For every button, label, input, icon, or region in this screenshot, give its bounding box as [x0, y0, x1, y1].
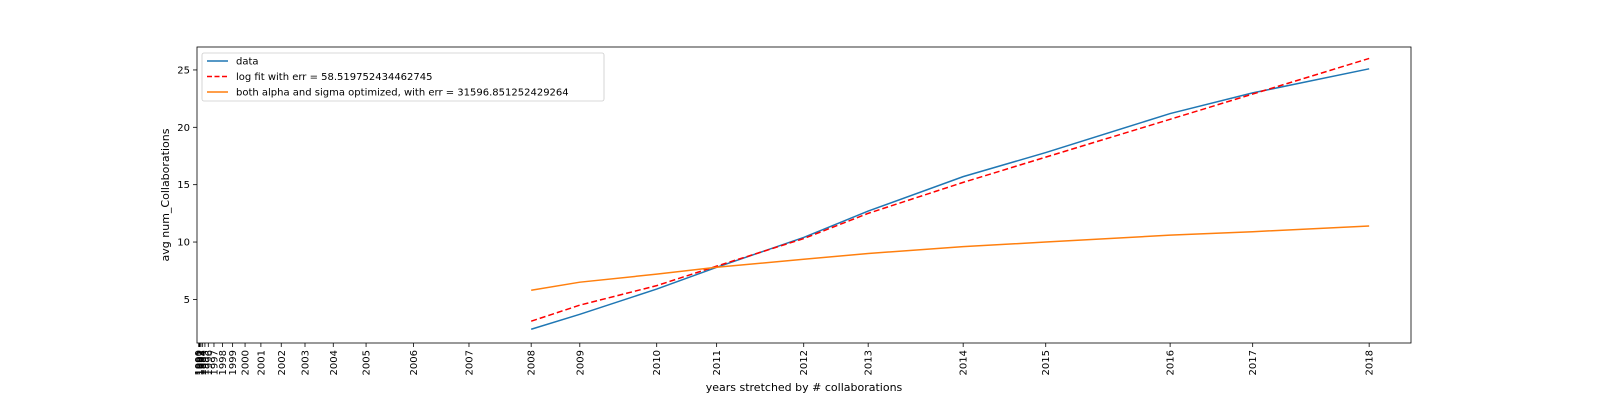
series-line-2 — [530, 57, 1370, 322]
x-tick-label: 2007 — [464, 350, 475, 375]
x-tick-label: 2004 — [329, 350, 340, 375]
y-tick-label: 25 — [177, 65, 190, 76]
y-tick-label: 15 — [177, 180, 190, 191]
x-tick-label: 2013 — [864, 350, 875, 375]
legend-entry-2: log fit with err = 58.519752434462745 — [236, 72, 433, 83]
x-tick-label: 2009 — [575, 350, 586, 375]
x-tick-label: 1991 — [195, 350, 206, 375]
x-tick-label: 1999 — [228, 350, 239, 375]
x-tick-label: 2015 — [1041, 350, 1052, 375]
x-tick-label: 2014 — [959, 350, 970, 375]
x-tick-label: 1990 — [194, 350, 205, 375]
y-axis-label: avg num_Collaborations — [159, 128, 172, 261]
x-tick-label: 2002 — [277, 350, 288, 375]
x-tick-label: 2005 — [362, 350, 373, 375]
axes: 5101520251990199119921993199419951996199… — [177, 46, 1412, 375]
x-tick-label: 2001 — [256, 350, 267, 375]
series-line-3 — [531, 225, 1370, 291]
y-tick-label: 20 — [177, 123, 190, 134]
x-tick-label: 1996 — [204, 350, 215, 375]
series-line-1 — [530, 68, 1370, 330]
x-tick-label: 1997 — [209, 350, 220, 375]
legend: data log fit with err = 58.51975243446274… — [201, 52, 605, 102]
legend-entry-3: both alpha and sigma optimized, with err… — [236, 88, 569, 99]
x-axis-label: years stretched by # collaborations — [706, 381, 903, 394]
y-tick-label: 10 — [177, 238, 190, 249]
legend-box — [201, 52, 605, 102]
x-tick-label: 1998 — [218, 350, 229, 375]
x-tick-label: 2012 — [799, 350, 810, 375]
x-tick-label: 2017 — [1248, 350, 1259, 375]
x-tick-label: 2018 — [1365, 350, 1376, 375]
series-lines — [530, 57, 1370, 330]
legend-entry-1: data — [236, 57, 259, 68]
x-tick-label: 2006 — [409, 350, 420, 375]
x-tick-label: 2016 — [1166, 350, 1177, 375]
x-tick-label: 1992 — [195, 350, 206, 375]
x-tick-label: 2011 — [712, 350, 723, 375]
x-tick-label: 1994 — [198, 350, 209, 375]
x-tick-label: 1993 — [196, 350, 207, 375]
x-tick-label: 2000 — [241, 350, 252, 375]
x-tick-label: 2010 — [652, 350, 663, 375]
x-tick-label: 2008 — [527, 350, 538, 375]
x-tick-label: 1995 — [200, 350, 211, 375]
y-tick-label: 5 — [184, 295, 190, 306]
x-tick-label: 2003 — [300, 350, 311, 375]
